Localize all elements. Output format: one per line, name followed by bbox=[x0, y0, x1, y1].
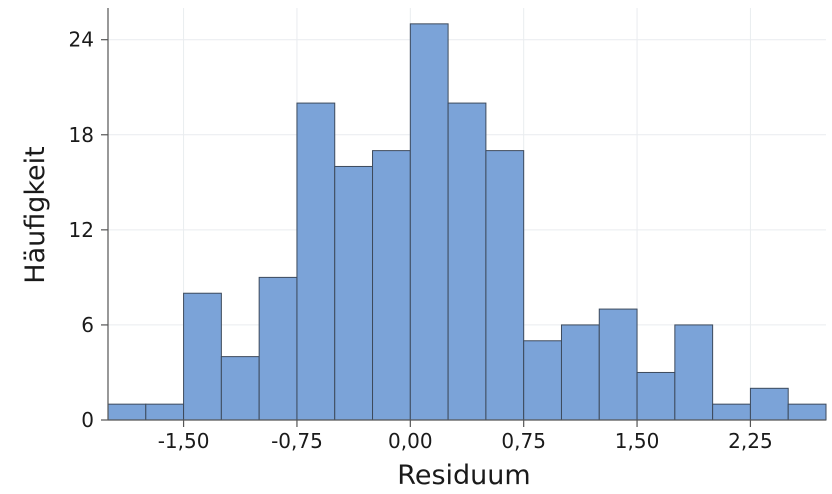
x-tick-label: 0,00 bbox=[388, 429, 433, 453]
y-axis-title: Häufigkeit bbox=[20, 146, 51, 283]
histogram-bar bbox=[598, 308, 638, 421]
x-tick-label: 2,25 bbox=[728, 429, 773, 453]
histogram-bar bbox=[296, 102, 336, 421]
histogram-bar bbox=[674, 324, 714, 421]
x-tick-label: -0,75 bbox=[271, 429, 323, 453]
y-tick-label: 24 bbox=[69, 28, 94, 52]
histogram-bar bbox=[183, 292, 222, 421]
x-axis-title: Residuum bbox=[397, 460, 530, 491]
histogram-bar bbox=[787, 403, 827, 421]
histogram-bar bbox=[145, 403, 185, 421]
histogram-bar bbox=[485, 150, 525, 421]
histogram-bar bbox=[258, 276, 298, 421]
histogram-bar bbox=[334, 165, 374, 421]
x-tick-label: -1,50 bbox=[158, 429, 210, 453]
histogram-bar bbox=[372, 150, 411, 421]
y-tick-label: 12 bbox=[69, 218, 94, 242]
y-tick-label: 0 bbox=[81, 408, 94, 432]
histogram-bar bbox=[409, 23, 449, 421]
histogram-bar bbox=[220, 356, 260, 421]
histogram-bar bbox=[107, 403, 147, 421]
x-tick-label: 1,50 bbox=[615, 429, 660, 453]
histogram-bar bbox=[523, 340, 562, 421]
tick-labels: 0 6 12 18 24 -1,50 -0,75 0,00 0,75 1,50 2,25 bbox=[69, 28, 773, 453]
y-tick-label: 18 bbox=[69, 123, 94, 147]
bars bbox=[107, 23, 827, 421]
histogram-bar bbox=[636, 371, 676, 421]
histogram-bar bbox=[749, 387, 789, 421]
y-tick-label: 6 bbox=[81, 313, 94, 337]
histogram-bar bbox=[560, 324, 600, 421]
histogram-bar bbox=[447, 102, 487, 421]
histogram-bar bbox=[712, 403, 751, 421]
x-tick-label: 0,75 bbox=[501, 429, 546, 453]
axes bbox=[101, 8, 826, 427]
